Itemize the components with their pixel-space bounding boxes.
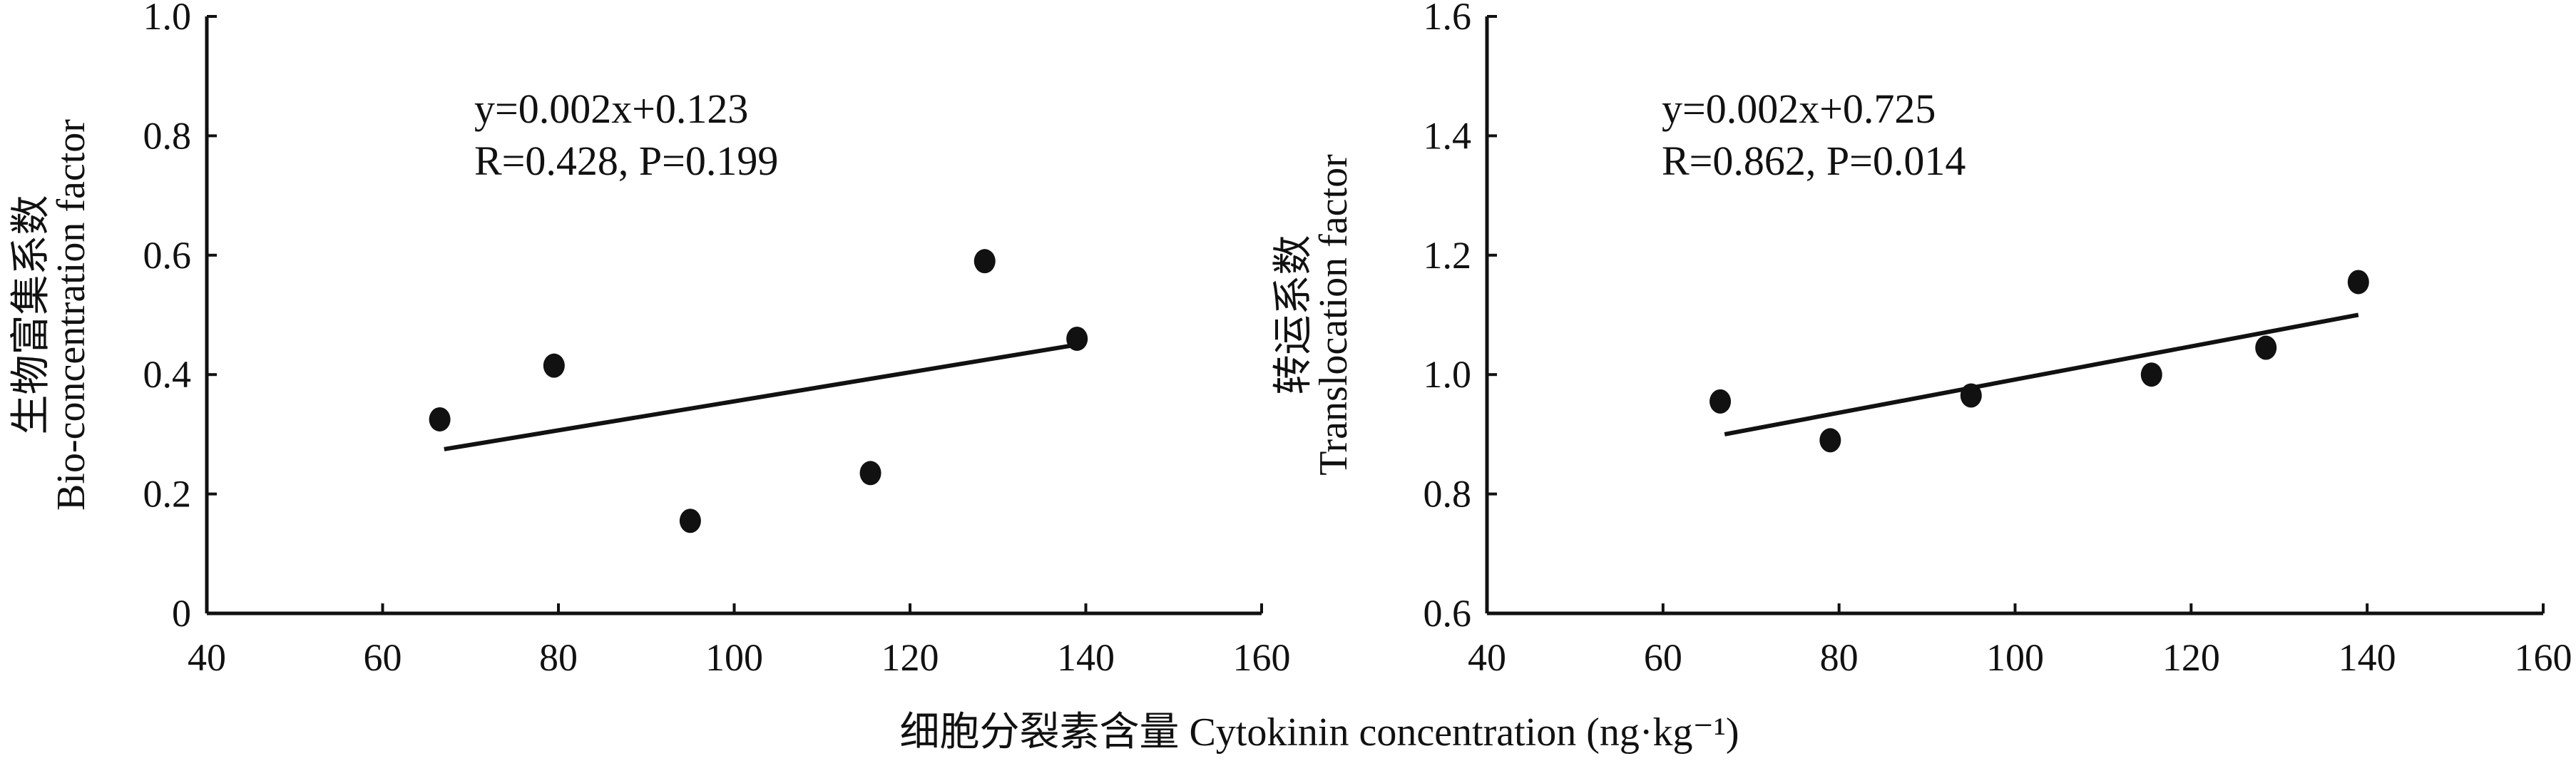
regression-equation: y=0.002x+0.725 — [1662, 86, 1936, 132]
y-axis-label: Translocation factor — [1312, 154, 1356, 476]
y-tick-label: 1.4 — [1424, 114, 1472, 157]
x-tick-label: 140 — [1057, 636, 1115, 679]
x-tick-label: 40 — [188, 636, 226, 679]
x-tick-label: 80 — [1820, 636, 1859, 679]
y-axis-label: Bio-concentration factor — [49, 119, 93, 511]
x-tick-label: 80 — [539, 636, 578, 679]
regression-equation: y=0.002x+0.123 — [474, 86, 748, 132]
y-tick-label: 0.6 — [1424, 592, 1472, 635]
x-tick-label: 160 — [2515, 636, 2572, 679]
y-tick-label: 0.8 — [143, 114, 192, 157]
x-tick-label: 60 — [364, 636, 402, 679]
y-tick-label: 0.8 — [1424, 473, 1472, 516]
y-tick-label: 0 — [172, 592, 191, 635]
y-axis-label-cn: 转运系数 — [1272, 235, 1316, 395]
data-point — [1709, 389, 1732, 414]
data-point — [1819, 428, 1841, 453]
data-point — [679, 509, 701, 533]
y-tick-label: 1.0 — [1424, 353, 1472, 396]
data-point — [1066, 326, 1088, 351]
regression-line — [444, 342, 1078, 451]
data-point — [2140, 362, 2162, 387]
y-tick-label: 0.2 — [143, 473, 192, 516]
data-point — [2255, 335, 2277, 360]
shared-x-axis-label: 细胞分裂素含量 Cytokinin concentration (ng·kg⁻¹… — [899, 710, 1739, 755]
x-tick-label: 100 — [1986, 636, 2044, 679]
x-tick-label: 120 — [881, 636, 939, 679]
y-tick-label: 1.6 — [1424, 0, 1472, 38]
y-axis-label-cn: 生物富集系数 — [9, 195, 53, 435]
y-tick-label: 0.4 — [143, 353, 192, 396]
data-point — [543, 353, 565, 378]
x-tick-label: 60 — [1644, 636, 1682, 679]
x-tick-label: 40 — [1468, 636, 1506, 679]
panel-translocation: 0.6 0.8 1.0 1.2 1.4 1.6 40 60 80 100 120 140 160 y=0.… — [1272, 0, 2572, 679]
y-tick-label: 0.6 — [143, 234, 192, 277]
data-point — [973, 249, 996, 274]
x-tick-label: 100 — [705, 636, 763, 679]
x-tick-label: 120 — [2162, 636, 2220, 679]
y-tick-label: 1.2 — [1424, 234, 1472, 277]
regression-stats: R=0.862, P=0.014 — [1662, 138, 1966, 184]
x-tick-label: 140 — [2339, 636, 2396, 679]
data-point — [1960, 383, 1982, 408]
data-point — [2347, 270, 2369, 295]
data-point — [859, 461, 881, 486]
y-tick-label: 1.0 — [143, 0, 192, 38]
x-tick-label: 160 — [1233, 636, 1291, 679]
data-point — [429, 407, 451, 431]
regression-line — [1724, 312, 2359, 436]
panel-bio-concentration: 0 0.2 0.4 0.6 0.8 1.0 40 60 80 100 120 140 160 y=0.00… — [9, 0, 1291, 679]
regression-stats: R=0.428, P=0.199 — [474, 138, 778, 184]
